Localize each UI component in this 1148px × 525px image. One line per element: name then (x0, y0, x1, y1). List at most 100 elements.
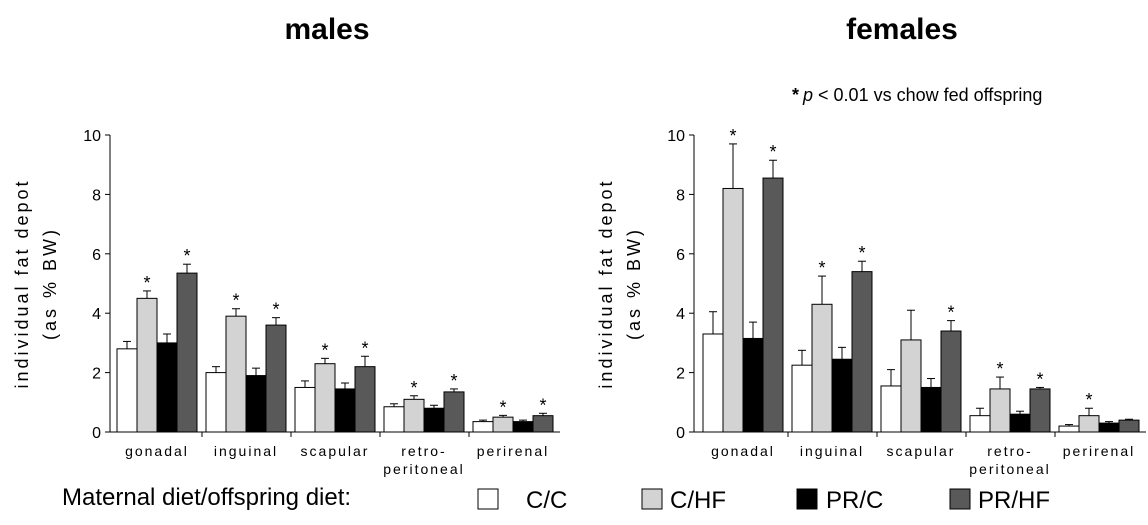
bar (880, 385, 902, 433)
bar (383, 406, 405, 433)
significance-star: * (183, 246, 190, 266)
y-tick-label: 4 (676, 306, 685, 323)
x-tick-label: retro- (401, 443, 446, 459)
bar (116, 348, 138, 433)
bar (702, 333, 724, 433)
legend-title: Maternal diet/offspring diet: (62, 484, 351, 511)
significance-star: * (996, 359, 1003, 379)
y-tick-label: 10 (667, 128, 685, 145)
bar (156, 342, 178, 433)
legend-item-label: PR/HF (978, 487, 1050, 514)
x-tick-label: scapular (301, 443, 370, 459)
x-tick-label: perirenal (477, 443, 549, 459)
significance-star: * (450, 371, 457, 391)
legend-swatch (641, 488, 663, 510)
significance-star: * (539, 395, 546, 415)
bar (492, 416, 514, 433)
legend-swatch (949, 488, 971, 510)
x-tick-label: scapular (887, 443, 956, 459)
bar (265, 324, 287, 433)
bar (136, 297, 158, 433)
bar (722, 187, 744, 433)
chart-title-females: females (846, 13, 958, 46)
significance-note: * p < 0.01 vs chow fed offspring (792, 85, 1042, 105)
y-tick-label: 0 (92, 425, 101, 442)
significance-star: * (499, 397, 506, 417)
bar (294, 386, 316, 433)
bar (512, 421, 534, 433)
significance-star: * (729, 126, 736, 146)
x-tick-label: gonadal (125, 443, 189, 459)
significance-star: * (321, 340, 328, 360)
bar (225, 315, 247, 433)
x-tick-label: perirenal (1063, 443, 1135, 459)
y-tick-label: 8 (92, 187, 101, 204)
bar (423, 407, 445, 433)
significance-star: * (858, 243, 865, 263)
significance-star: * (947, 303, 954, 323)
bar (1058, 425, 1080, 433)
significance-star: * (1036, 369, 1043, 389)
legend-swatch (477, 488, 499, 510)
bar (969, 415, 991, 433)
y-tick-label: 10 (83, 128, 101, 145)
note-p: p (802, 85, 813, 105)
bar (851, 271, 873, 433)
bar (762, 177, 784, 433)
bar (920, 386, 942, 433)
bar (205, 372, 227, 433)
x-tick-label: gonadal (711, 443, 775, 459)
significance-star: * (232, 291, 239, 311)
x-tick-label: peritoneal (383, 461, 465, 477)
y-axis-label: individual fat depot (596, 178, 616, 388)
legend: Maternal diet/offspring diet: C/C C/HF PR/… (62, 484, 1050, 514)
legend-swatch (796, 488, 818, 510)
legend-item-label: PR/C (826, 487, 883, 514)
bar (1009, 413, 1031, 433)
chart-title-males: males (284, 13, 369, 46)
bar (940, 330, 962, 433)
chart-panel-females: 0 2 4 6 8 10 individual fat depot (as % BW) * * go… (596, 126, 1146, 477)
bar (532, 415, 554, 433)
y-axis-label: (as % BW) (40, 227, 60, 340)
y-tick-label: 6 (676, 247, 685, 264)
x-tick-label: inguinal (214, 443, 278, 459)
bar (1098, 422, 1120, 433)
bar (472, 421, 494, 433)
x-tick-label: peritoneal (969, 461, 1051, 477)
bar (443, 391, 465, 433)
legend-item-label: C/HF (670, 487, 726, 514)
bar (245, 375, 267, 433)
bar (354, 366, 376, 433)
legend-item-label: C/C (526, 487, 567, 514)
y-axis-label: individual fat depot (12, 178, 32, 388)
chart-panel-males: 0 2 4 6 8 10 individual fat depot (as % BW) * * go… (12, 128, 560, 477)
note-text: < 0.01 vs chow fed offspring (813, 85, 1042, 105)
significance-star: * (1085, 390, 1092, 410)
bar (403, 398, 425, 433)
bar (989, 388, 1011, 433)
y-tick-label: 2 (92, 366, 101, 383)
bar (334, 388, 356, 433)
bar (176, 272, 198, 433)
significance-star: * (361, 338, 368, 358)
y-tick-label: 6 (92, 247, 101, 264)
y-axis-label: (as % BW) (624, 227, 644, 340)
y-tick-label: 2 (676, 366, 685, 383)
note-star: * (792, 85, 799, 105)
significance-star: * (818, 258, 825, 278)
bar (791, 364, 813, 433)
bar (314, 363, 336, 433)
significance-star: * (769, 142, 776, 162)
y-tick-label: 4 (92, 306, 101, 323)
bar (811, 303, 833, 433)
significance-star: * (143, 273, 150, 293)
significance-star: * (410, 378, 417, 398)
bar (742, 337, 764, 433)
bar (1029, 388, 1051, 433)
bar (831, 358, 853, 433)
bar (1118, 419, 1140, 433)
x-tick-label: inguinal (800, 443, 864, 459)
y-tick-label: 8 (676, 187, 685, 204)
